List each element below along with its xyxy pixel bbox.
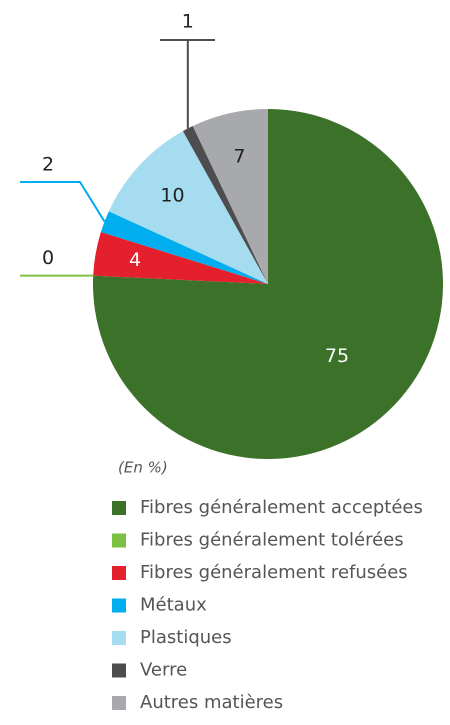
- legend-swatch: [112, 696, 126, 710]
- slice-label: 75: [325, 345, 349, 367]
- pie-slice: [192, 109, 268, 284]
- legend-label: Autres matières: [140, 692, 283, 713]
- leader-line: [20, 181, 106, 223]
- legend-swatch: [112, 566, 126, 580]
- pie-slice: [108, 131, 269, 284]
- pie-slice: [93, 232, 269, 284]
- legend-label: Fibres généralement tolérées: [140, 530, 404, 551]
- legend-label: Plastiques: [140, 627, 232, 648]
- legend-swatch: [112, 598, 126, 613]
- legend-swatch: [112, 663, 126, 678]
- unit-note: (En %): [118, 459, 168, 477]
- legend-label: Fibres généralement acceptées: [140, 497, 423, 518]
- legend-swatch: [112, 501, 126, 515]
- legend-swatch: [112, 631, 126, 645]
- slice-label: 7: [233, 146, 245, 168]
- pie-slice: [100, 211, 268, 284]
- slice-label: 2: [42, 154, 54, 176]
- legend-label: Verre: [140, 660, 187, 681]
- slice-label: 0: [42, 247, 54, 269]
- legend-label: Fibres généralement refusées: [140, 562, 408, 583]
- legend-swatch: [112, 533, 126, 548]
- pie-slice: [182, 125, 268, 284]
- slice-label: 10: [160, 184, 184, 206]
- slice-label: 4: [129, 249, 141, 271]
- legend-label: Métaux: [140, 595, 207, 616]
- slice-label: 1: [182, 11, 194, 33]
